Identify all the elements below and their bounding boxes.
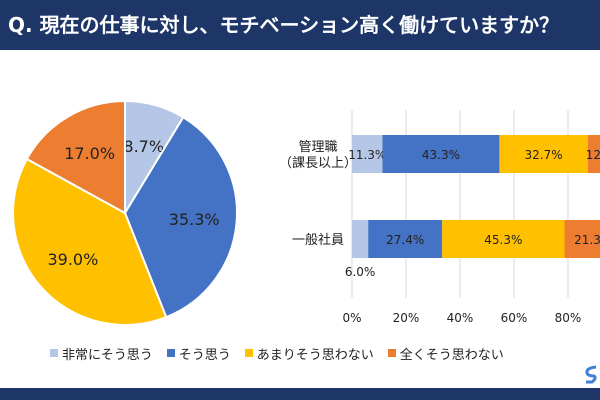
pie-data-label: 17.0%	[64, 144, 115, 163]
bar-data-label: 21.3%	[574, 233, 600, 247]
legend-label: あまりそう思わない	[256, 347, 374, 363]
pie-slice	[123, 115, 238, 319]
legend-label: そう思う	[178, 347, 231, 363]
pie-chart: 8.7% 35.3% 39.0% 17.0%	[12, 99, 238, 326]
bar-data-label: 45.3%	[484, 233, 522, 247]
bar-segment	[587, 135, 600, 173]
legend-swatch	[244, 349, 253, 357]
bar-segment	[352, 135, 383, 173]
x-tick-label: 20%	[393, 311, 420, 325]
stacked-bar-chart: 0% 20% 40% 60% 80% 管理職（課長以上）11.3% 43.3% 32.7% 12…	[279, 110, 600, 325]
header-bar: Q. 現在の仕事に対し、モチベーション高く働けていますか？	[0, 0, 600, 50]
legend-swatch	[166, 349, 175, 357]
legend-swatch	[387, 349, 396, 357]
legend-swatch	[50, 349, 58, 357]
bar-segment	[368, 220, 443, 258]
bar-data-label: 43.3%	[422, 148, 460, 162]
category-label: （課長以上）	[279, 155, 357, 171]
bar-data-label: 6.0%	[345, 265, 376, 279]
legend-item-agree: そう思う	[166, 344, 231, 363]
pie-data-label: 35.3%	[169, 210, 220, 229]
bar-segment	[442, 220, 565, 258]
pie-data-label: 8.7%	[123, 137, 164, 156]
bar-data-label: 32.7%	[525, 148, 563, 162]
x-tick-label: 60%	[501, 311, 528, 325]
bar-segment	[564, 220, 600, 258]
pie-slice	[12, 157, 168, 326]
pie-slice	[25, 99, 126, 215]
legend-item-not-really: あまりそう思わない	[244, 344, 374, 363]
legend-item-not-at-all: 全くそう思わない	[387, 344, 504, 363]
bar-data-label: 11.3%	[348, 148, 386, 162]
x-tick-label: 40%	[447, 311, 474, 325]
category-label: 一般社員	[292, 232, 344, 248]
logo-icon	[585, 365, 597, 384]
bar-data-label: 27.4%	[386, 233, 424, 247]
bar-segment	[382, 135, 500, 173]
pie-data-label: 39.0%	[47, 250, 98, 269]
bar-segment	[352, 220, 369, 258]
x-tick-label: 80%	[555, 311, 582, 325]
legend-label: 全くそう思わない	[399, 347, 504, 363]
category-label: 管理職	[298, 140, 337, 155]
x-tick-label: 0%	[342, 311, 361, 325]
footer-bar	[0, 388, 600, 400]
bar-data-label: 12.7%	[586, 148, 600, 162]
legend-label: 非常にそう思う	[62, 347, 153, 363]
page-title: Q. 現在の仕事に対し、モチベーション高く働けていますか？	[8, 13, 560, 37]
legend: 非常にそう思う そう思う あまりそう思わない 全くそう思わない	[50, 344, 504, 363]
bar-segment	[499, 135, 588, 173]
legend-item-very-agree: 非常にそう思う	[50, 344, 153, 363]
